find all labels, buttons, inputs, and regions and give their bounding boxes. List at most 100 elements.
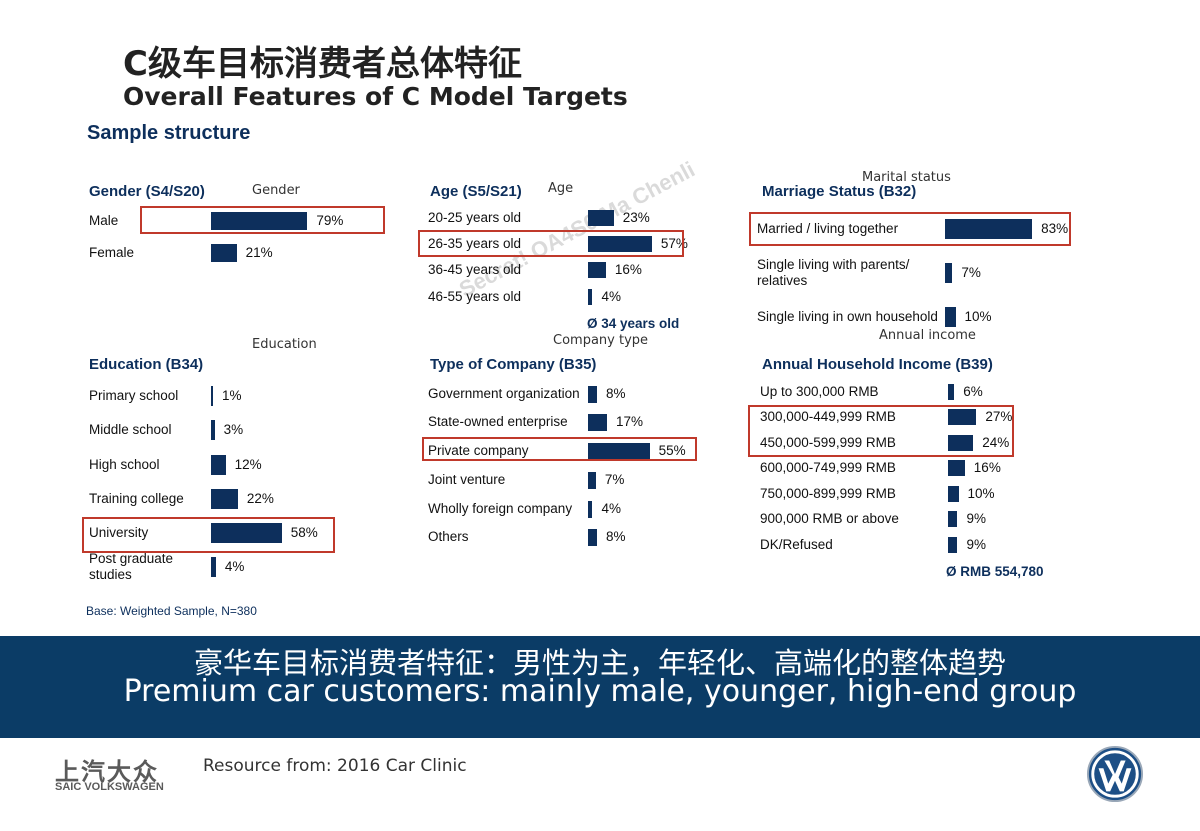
company-chart-title: Type of Company (B35) xyxy=(430,356,597,373)
company-bar xyxy=(588,471,596,489)
company-category-label: Private company xyxy=(428,443,529,458)
company-bar xyxy=(588,385,597,403)
education-value-label: 12% xyxy=(234,457,262,472)
company-category-label: Government organization xyxy=(428,386,580,401)
income-chart-title: Annual Household Income (B39) xyxy=(762,356,993,373)
company-bar xyxy=(588,528,597,546)
age-category-label: 26-35 years old xyxy=(428,236,522,251)
income-category-label: 450,000-599,999 RMB xyxy=(760,435,896,450)
income-category-label: 600,000-749,999 RMB xyxy=(760,460,896,475)
income-bar xyxy=(948,409,977,425)
income-bar xyxy=(948,537,958,553)
company-category-label: State-owned enterprise xyxy=(428,414,568,429)
age-category-label: 46-55 years old xyxy=(428,289,522,304)
company-bar xyxy=(588,500,593,518)
company-value-label: 7% xyxy=(604,472,625,487)
education-bar xyxy=(211,420,215,440)
education-chart-title: Education (B34) xyxy=(89,356,204,373)
education-bar xyxy=(211,386,213,406)
age-value-label: 57% xyxy=(660,236,688,251)
age-value-label: 4% xyxy=(601,289,621,304)
page-title-en: Overall Features of C Model Targets xyxy=(123,82,628,111)
gender-bar xyxy=(211,212,308,230)
company-category-label: Joint venture xyxy=(428,472,506,487)
age-chart-note: Age xyxy=(548,181,574,196)
income-value-label: 24% xyxy=(982,435,1010,450)
income-category-label: 300,000-449,999 RMB xyxy=(760,409,896,424)
marriage-chart-title: Marriage Status (B32) xyxy=(762,183,917,200)
company-value-label: 8% xyxy=(605,529,626,544)
gender-category-label: Male xyxy=(89,213,119,228)
company-value-label: 17% xyxy=(616,414,644,429)
income-bar xyxy=(948,460,965,476)
income-bar xyxy=(948,511,958,527)
age-value-label: 16% xyxy=(614,262,642,277)
income-highlight-box xyxy=(748,405,1014,457)
marriage-bar xyxy=(945,263,953,283)
education-bar xyxy=(211,489,238,509)
gender-chart-title: Gender (S4/S20) xyxy=(89,183,205,200)
income-bar xyxy=(948,435,974,451)
sample-structure-heading: Sample structure xyxy=(87,122,251,144)
marriage-bar xyxy=(945,307,956,327)
education-category-label: Primary school xyxy=(89,388,179,403)
resource-note: Resource from: 2016 Car Clinic xyxy=(203,756,467,776)
age-bar xyxy=(588,210,614,226)
income-value-label: 16% xyxy=(973,460,1001,475)
marriage-category-label: Single living with parents/ relatives xyxy=(757,257,910,288)
income-category-label: 750,000-899,999 RMB xyxy=(760,486,896,501)
age-highlight-box xyxy=(418,230,684,257)
company-value-label: 55% xyxy=(658,443,686,458)
income-chart-note: Annual income xyxy=(879,328,976,343)
income-category-label: 900,000 RMB or above xyxy=(760,511,899,526)
education-value-label: 58% xyxy=(290,525,318,540)
age-bar xyxy=(588,289,593,305)
age-chart-title: Age (S5/S21) xyxy=(430,183,522,200)
income-value-label: 6% xyxy=(963,384,983,399)
education-category-label: Middle school xyxy=(89,422,172,437)
gender-chart-note: Gender xyxy=(252,183,300,198)
income-category-label: Up to 300,000 RMB xyxy=(760,384,879,399)
marriage-value-label: 83% xyxy=(1041,221,1069,236)
marriage-value-label: 7% xyxy=(961,265,981,280)
age-bar xyxy=(588,262,606,278)
company-category-label: Wholly foreign company xyxy=(428,501,573,516)
saic-vw-logo-cn: 上汽大众 xyxy=(55,758,159,786)
education-category-label: Post graduate studies xyxy=(89,551,174,582)
education-bar xyxy=(211,455,226,475)
education-value-label: 3% xyxy=(223,422,244,437)
gender-category-label: Female xyxy=(89,245,135,260)
marriage-value-label: 10% xyxy=(964,309,992,324)
education-bar xyxy=(211,523,282,543)
company-value-label: 8% xyxy=(605,386,626,401)
saic-vw-logo-en: SAIC VOLKSWAGEN xyxy=(55,781,164,793)
conclusion-banner xyxy=(0,636,1200,738)
education-category-label: University xyxy=(89,525,149,540)
income-bar xyxy=(948,384,955,400)
income-bar xyxy=(948,486,959,502)
marriage-highlight-box xyxy=(749,212,1071,246)
education-category-label: Training college xyxy=(89,491,184,506)
income-value-label: 27% xyxy=(985,409,1013,424)
income-category-label: DK/Refused xyxy=(760,537,833,552)
marriage-category-label: Married / living together xyxy=(757,221,899,236)
age-value-label: 23% xyxy=(622,210,650,225)
education-bar xyxy=(211,557,216,577)
company-bar xyxy=(588,442,650,460)
age-average-label: Ø 34 years old xyxy=(587,316,680,331)
company-value-label: 4% xyxy=(601,501,621,516)
vw-logo-icon xyxy=(1086,745,1144,803)
income-value-label: 10% xyxy=(967,486,995,501)
age-bar xyxy=(588,236,652,252)
marriage-chart-note: Marital status xyxy=(862,170,951,185)
education-highlight-box xyxy=(82,517,335,553)
base-note: Base: Weighted Sample, N=380 xyxy=(86,604,257,618)
age-category-label: 36-45 years old xyxy=(428,262,522,277)
gender-value-label: 79% xyxy=(316,213,344,228)
education-chart-note: Education xyxy=(252,337,317,352)
company-highlight-box xyxy=(422,437,697,461)
page-title-cn: C级车目标消费者总体特征 xyxy=(123,44,522,84)
company-chart-note: Company type xyxy=(553,333,649,348)
company-bar xyxy=(588,413,608,431)
income-value-label: 9% xyxy=(966,511,986,526)
